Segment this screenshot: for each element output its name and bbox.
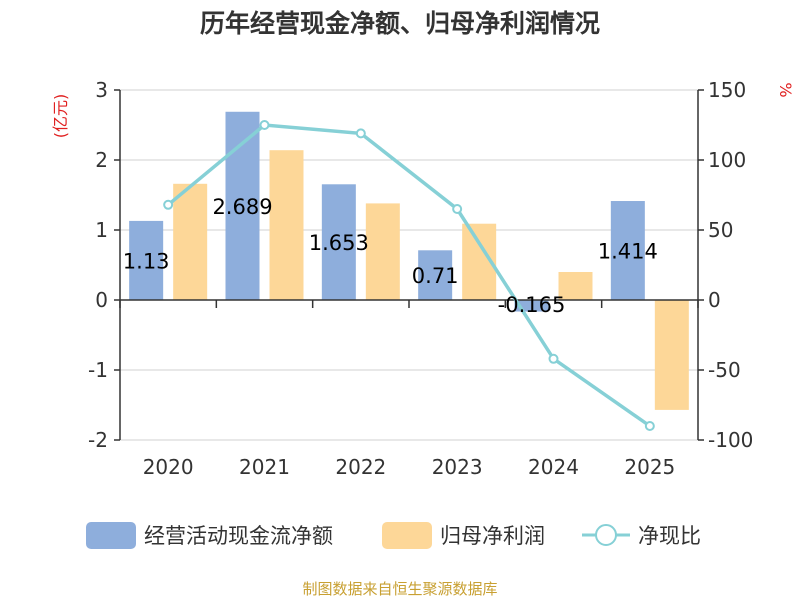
profit-bar [269,150,304,300]
right-axis-tick-label: 0 [708,288,721,312]
right-axis-tick-label: 100 [708,148,746,172]
cashflow-bar [514,300,549,312]
x-axis-tick-label: 2022 [335,455,386,479]
x-axis-tick-label: 2020 [143,455,194,479]
profit-bar [654,300,689,410]
profit-bar [173,183,208,300]
x-axis-tick-label: 2025 [624,455,675,479]
legend-item-3[interactable]: 净现比 [582,524,701,548]
data-labels: 1.13 2.689 1.653 0.71 -0.165 1.414 [123,195,658,317]
cashflow-data-label: 2.689 [212,195,272,219]
x-axis-tick-label: 2024 [528,455,579,479]
cashflow-data-label: -0.165 [498,293,566,317]
legend-item-1[interactable]: 经营活动现金流净额 [86,522,333,549]
ratio-point [644,421,655,431]
left-axis-tick-label: 3 [95,78,108,102]
chart-title: 历年经营现金净额、归母净利润情况 [199,9,600,38]
left-axis-tick-label: 2 [95,148,108,172]
ratio-point [548,353,559,364]
profit-bar [558,272,593,300]
cashflow-bar [129,220,164,300]
axes: 3 2 1 0 -1 -2 150 100 50 0 -50 -100 2020 2021 2022 2023… [88,78,753,479]
legend-swatch [382,522,432,549]
legend-swatch [86,522,136,549]
legend-label: 净现比 [638,524,701,548]
ratio-point [452,204,463,214]
cashflow-data-label: 1.414 [598,240,658,264]
left-axis-tick-label: -2 [88,428,108,452]
legend-item-2[interactable]: 归母净利润 [382,522,545,549]
profit-bar [365,203,400,300]
right-axis-tick-label: 150 [708,78,746,102]
right-axis-unit: % [776,82,795,97]
ratio-line [163,120,655,431]
cashflow-data-label: 0.71 [412,264,459,288]
left-axis-tick-label: -1 [88,358,108,382]
ratio-line-path [167,123,651,428]
legend-label: 经营活动现金流净额 [144,524,333,548]
ratio-point [259,120,270,130]
left-axis-tick-label: 0 [95,288,108,312]
x-axis-tick-label: 2021 [239,455,290,479]
cashflow-bar [418,250,453,300]
legend[interactable]: 经营活动现金流净额 归母净利润 净现比 [86,522,701,549]
cashflow-bar [610,201,645,300]
cashflow-data-label: 1.653 [309,231,369,255]
right-axis-tick-label: -100 [708,428,753,452]
ratio-point [355,128,366,139]
bars [129,111,689,410]
legend-label: 归母净利润 [440,524,545,548]
left-axis-tick-label: 1 [95,218,108,242]
x-axis-tick-label: 2023 [432,455,483,479]
ratio-point [163,199,174,210]
right-axis-tick-label: 50 [708,218,733,242]
cashflow-data-label: 1.13 [123,249,170,273]
cashflow-bar [321,184,356,300]
right-axis-tick-label: -50 [708,358,741,382]
left-axis-unit: (亿元) [51,94,70,139]
source-note: 制图数据来自恒生聚源数据库 [302,580,498,598]
legend-swatch-marker [595,524,617,546]
